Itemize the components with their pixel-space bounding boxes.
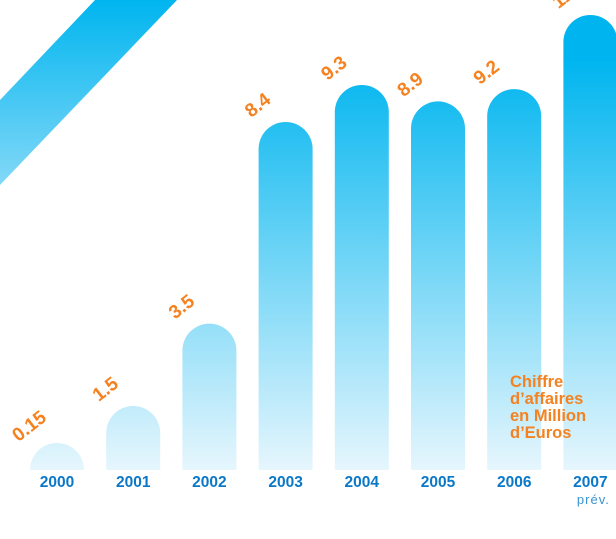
- y-axis-caption-line: Chiffre: [510, 373, 564, 391]
- category-label: 2005: [421, 474, 456, 491]
- category-label: 2003: [268, 474, 303, 491]
- category-label: 2001: [116, 474, 151, 491]
- y-axis-caption-line: en Million: [510, 407, 587, 425]
- bars: [30, 15, 616, 471]
- decorative-diagonal-stripe: [0, 0, 177, 185]
- value-label: 1.5: [89, 373, 123, 406]
- bar-2007: [563, 15, 616, 470]
- category-label: 2006: [497, 474, 532, 491]
- y-axis-caption: Chiffre d’affaires en Million d’Euros: [510, 374, 616, 442]
- value-label: 9.3: [318, 52, 352, 85]
- bar-2002: [182, 323, 237, 470]
- bar-2003: [258, 122, 313, 470]
- bar-2004: [334, 84, 389, 470]
- bar-2001: [106, 405, 161, 470]
- category-label: 2004: [345, 474, 380, 491]
- category-label: 2002: [192, 474, 226, 491]
- value-label: 9.2: [470, 56, 504, 89]
- y-axis-caption-line: d’affaires: [510, 390, 584, 408]
- value-label: 8.4: [241, 89, 275, 122]
- category-label: 2007: [573, 474, 607, 491]
- value-label: 3.5: [165, 291, 199, 324]
- value-label: 0.15: [9, 407, 51, 447]
- value-label: 11: [549, 0, 578, 13]
- category-label: 2000: [40, 474, 74, 491]
- bar-2006: [487, 89, 542, 471]
- bar-2000: [30, 443, 84, 470]
- y-axis-caption-line: d’Euros: [510, 424, 572, 442]
- category-note: prév.: [577, 492, 610, 507]
- bar-2005: [411, 101, 465, 470]
- value-label: 8.9: [394, 69, 428, 102]
